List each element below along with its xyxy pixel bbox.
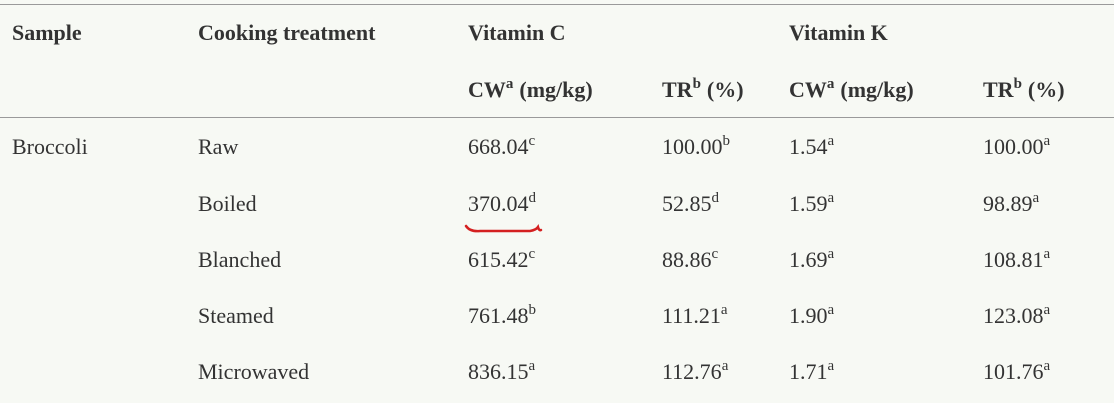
subheader-unit: (%) [1027,77,1065,102]
value-sup: b [722,133,731,149]
value-cell: 108.81a [983,247,1050,273]
value-cell: 112.76a [662,359,728,385]
value-sup: c [711,246,719,262]
value-sup: a [720,302,728,318]
red-underline [464,223,543,233]
value-cell: 1.71a [789,359,834,385]
value-sup: a [1032,190,1040,206]
value-text: 1.69 [789,247,828,272]
value-sup: a [721,358,729,374]
value-text: 112.76 [662,359,722,384]
value-text: 88.86 [662,247,712,272]
header-group: Vitamin C [468,20,566,45]
treatment-cell: Microwaved [198,359,310,384]
subheader-sup: b [692,76,701,92]
value-text: 370.04 [468,191,529,216]
value-sup: a [1043,358,1051,374]
subheader-unit: (mg/kg) [519,77,593,102]
value-sup: a [528,358,536,374]
value-sup: c [528,133,536,149]
subheader-unit: (%) [706,77,744,102]
value-text: 615.42 [468,247,529,272]
value-cell: 1.59a [789,191,834,217]
subheader-text: CW [468,77,506,102]
value-text: 100.00 [983,134,1044,159]
subheader-sup: a [505,76,514,92]
treatment-cell: Blanched [198,247,282,272]
value-sup: a [1043,133,1051,149]
value-cell: 1.69a [789,247,834,273]
value-text: 836.15 [468,359,529,384]
value-sup: a [827,246,835,262]
value-text: 101.76 [983,359,1044,384]
value-cell: 370.04d [468,191,536,217]
value-cell: 615.42c [468,247,535,273]
value-sup: a [1043,246,1051,262]
subheader: TRb (%) [983,77,1065,103]
value-cell: 101.76a [983,359,1050,385]
value-cell: 98.89a [983,191,1039,217]
value-text: 111.21 [662,303,721,328]
value-sup: d [528,190,537,206]
value-cell: 111.21a [662,303,728,329]
value-sup: d [711,190,720,206]
subheader: CWa (mg/kg) [789,77,914,103]
subheader-text: CW [789,77,827,102]
value-sup: a [1043,302,1051,318]
value-cell: 123.08a [983,303,1050,329]
header-sample: Sample [12,20,82,45]
treatment-cell: Steamed [198,303,274,328]
value-cell: 88.86c [662,247,718,273]
value-cell: 668.04c [468,134,535,160]
value-cell: 52.85d [662,191,719,217]
value-sup: c [528,246,536,262]
value-sup: a [827,302,835,318]
value-text: 1.59 [789,191,828,216]
value-cell: 836.15a [468,359,535,385]
sample-cell: Broccoli [12,134,88,159]
value-text: 100.00 [662,134,723,159]
top-rule [0,4,1114,5]
value-sup: a [827,358,835,374]
value-text: 668.04 [468,134,529,159]
value-text: 1.54 [789,134,828,159]
subheader-text: TR [662,77,693,102]
value-text: 52.85 [662,191,712,216]
treatment-cell: Boiled [198,191,257,216]
value-sup: a [827,133,835,149]
value-cell: 100.00a [983,134,1050,160]
value-text: 761.48 [468,303,529,328]
value-cell: 1.90a [789,303,834,329]
subheader: TRb (%) [662,77,744,103]
subheader: CWa (mg/kg) [468,77,593,103]
value-text: 98.89 [983,191,1033,216]
subheader-sup: b [1013,76,1022,92]
value-cell: 761.48b [468,303,536,329]
value-text: 1.71 [789,359,828,384]
header-treatment: Cooking treatment [198,20,376,45]
value-text: 1.90 [789,303,828,328]
header-rule [0,117,1114,118]
subheader-text: TR [983,77,1014,102]
value-cell: 1.54a [789,134,834,160]
subheader-sup: a [826,76,835,92]
subheader-unit: (mg/kg) [840,77,914,102]
value-sup: a [827,190,835,206]
value-sup: b [528,302,537,318]
header-group: Vitamin K [789,20,888,45]
value-text: 108.81 [983,247,1044,272]
value-cell: 100.00b [662,134,730,160]
value-text: 123.08 [983,303,1044,328]
treatment-cell: Raw [198,134,239,159]
